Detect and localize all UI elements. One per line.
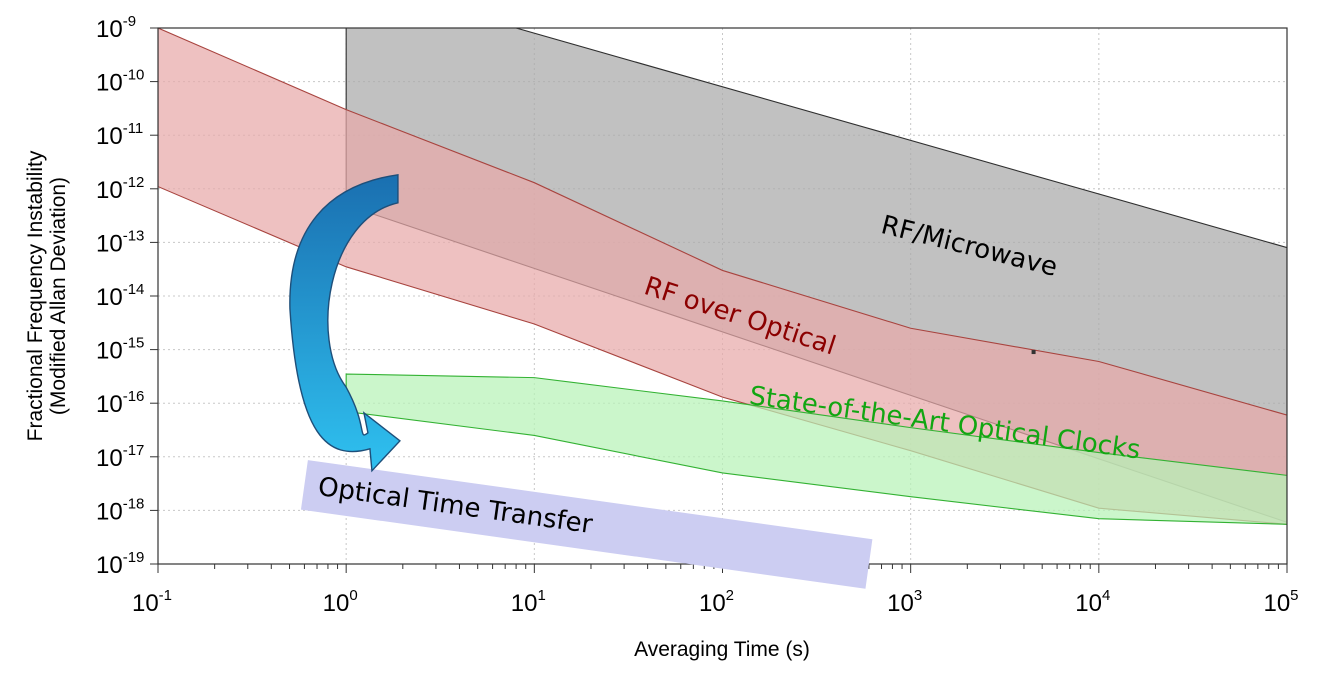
y-tick-label: 10-12 [96, 174, 144, 204]
y-tick-label: 10-16 [96, 388, 144, 418]
y-tick-label: 10-10 [96, 67, 144, 97]
x-tick-labels: 10-1 100 101 102 103 104 105 [132, 587, 1299, 617]
y-tick-label: 10-17 [96, 442, 144, 472]
y-tick-label: 10-14 [96, 281, 144, 311]
x-tick-label: 104 [1075, 587, 1110, 617]
x-axis-title: Averaging Time (s) [634, 638, 810, 661]
band-state-of-the-art-optical-clocks [345, 373, 1287, 525]
y-tick-label: 10-19 [96, 549, 144, 579]
x-tick-label: 103 [887, 587, 922, 617]
x-tick-label: 102 [699, 587, 734, 617]
y-tick-labels: 10-9 10-10 10-11 10-12 10-13 10-14 10-15 10-16 1… [96, 13, 144, 579]
bands [158, 28, 1287, 525]
y-axis-title-line1: Fractional Frequency Instability [24, 150, 47, 441]
x-tick-label: 105 [1263, 587, 1298, 617]
curved-arrow-icon [289, 173, 401, 473]
y-tick-label: 10-13 [96, 227, 144, 257]
optical-time-transfer-ribbon [300, 460, 873, 589]
x-tick-label: 100 [323, 587, 358, 617]
x-tick-label: 101 [511, 587, 546, 617]
y-tick-label: 10-11 [96, 120, 143, 150]
x-tick-label: 10-1 [132, 587, 172, 617]
y-tick-label: 10-15 [96, 335, 144, 365]
y-tick-label: 10-18 [96, 495, 144, 525]
y-tick-label: 10-9 [96, 13, 136, 43]
y-axis-title-line2: (Modified Allan Deviation) [47, 177, 70, 415]
marker-point [1031, 350, 1036, 355]
band-rf-over-optical [158, 28, 1287, 525]
